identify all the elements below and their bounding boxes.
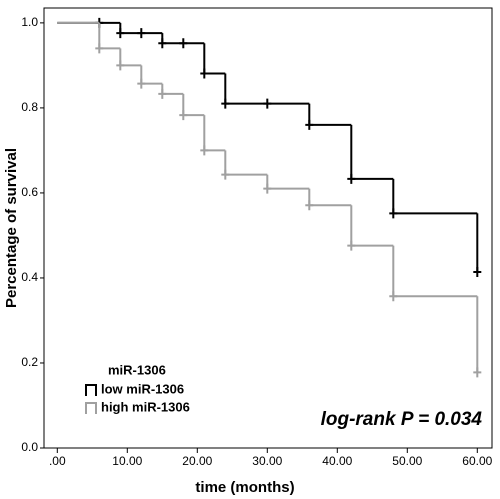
censor-mark	[389, 291, 398, 302]
legend-label: low miR-1306	[101, 381, 184, 396]
legend-label: high miR-1306	[101, 399, 190, 414]
censor-mark	[137, 28, 146, 39]
censor-mark	[305, 119, 314, 130]
y-axis-label: Percentage of survival	[3, 148, 20, 308]
censor-mark	[116, 60, 125, 71]
x-tick-label: 20.00	[182, 454, 212, 468]
censor-mark	[158, 38, 167, 49]
x-tick-label: 60.00	[462, 454, 492, 468]
y-tick-label: 0.4	[21, 270, 38, 284]
y-tick-label: 1.0	[21, 15, 38, 29]
x-tick-label: .00	[49, 454, 66, 468]
annotation: log-rank P = 0.034	[321, 409, 483, 430]
legend-title: miR-1306	[108, 362, 166, 377]
censor-mark	[200, 145, 209, 156]
legend-swatch	[85, 384, 97, 396]
censor-mark	[200, 68, 209, 79]
censor-mark	[305, 200, 314, 211]
censor-mark	[221, 169, 230, 180]
censor-mark	[179, 38, 188, 49]
censor-mark	[263, 98, 272, 109]
y-tick-label: 0.2	[21, 355, 38, 369]
censor-mark	[347, 240, 356, 251]
censor-mark	[158, 88, 167, 99]
censor-mark	[389, 208, 398, 219]
x-tick-label: 50.00	[392, 454, 422, 468]
x-tick-label: 10.00	[112, 454, 142, 468]
censor-mark	[263, 183, 272, 194]
y-tick-label: 0.0	[21, 440, 38, 454]
censor-mark	[473, 267, 482, 277]
censor-mark	[137, 78, 146, 89]
y-tick-label: 0.6	[21, 185, 38, 199]
censor-mark	[347, 173, 356, 184]
censor-mark	[179, 110, 188, 121]
y-tick-label: 0.8	[21, 100, 38, 114]
legend-swatch	[85, 402, 97, 414]
censor-mark	[116, 28, 125, 39]
censor-mark	[473, 367, 482, 378]
x-axis-label: time (months)	[195, 479, 294, 496]
censor-mark	[95, 43, 104, 54]
plot-frame	[43, 7, 493, 449]
x-tick-label: 40.00	[322, 454, 352, 468]
x-tick-label: 30.00	[252, 454, 282, 468]
censor-mark	[221, 98, 230, 109]
